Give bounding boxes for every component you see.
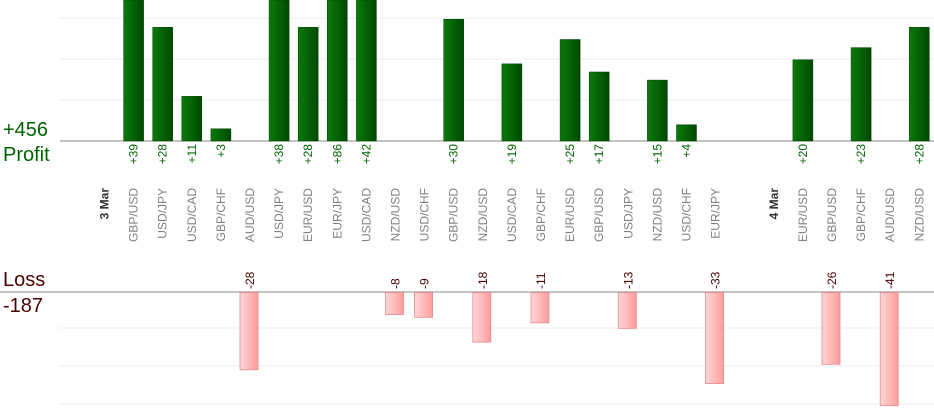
category-label: GBP/CHF: [534, 188, 548, 241]
category-label: NZD/USD: [650, 188, 664, 242]
category-label: EUR/USD: [796, 188, 810, 242]
profit-value-label: +15: [650, 144, 664, 165]
loss-value-label: -11: [534, 272, 548, 289]
profit-bar: [647, 79, 668, 142]
category-label: USD/JPY: [272, 188, 286, 239]
profit-value-label: +4: [680, 144, 694, 158]
profit-bar: [501, 63, 523, 142]
loss-value-label: -41: [883, 271, 897, 289]
profit-bar: [850, 47, 872, 142]
loss-bar: [239, 292, 259, 371]
category-label: GBP/USD: [127, 188, 141, 242]
profit-value-label: +30: [447, 144, 461, 165]
category-label: AUD/USD: [883, 188, 897, 242]
category-label: NZD/USD: [476, 188, 490, 242]
profit-bar: [559, 39, 581, 142]
profit-label: Profit: [3, 144, 50, 166]
loss-value-label: -33: [709, 271, 723, 289]
profit-bar: [676, 124, 697, 142]
loss-bar: [414, 292, 434, 318]
category-label: USD/JPY: [156, 188, 170, 239]
category-label: NZD/USD: [912, 188, 926, 242]
category-label: USD/JPY: [621, 188, 635, 239]
profit-bar: [909, 27, 930, 142]
profit-bar: [297, 27, 319, 142]
category-label: EUR/USD: [301, 188, 315, 242]
category-label: GBP/CHF: [214, 188, 228, 241]
category-label: USD/CAD: [185, 188, 199, 242]
loss-value-label: -18: [476, 271, 490, 289]
category-label: GBP/USD: [447, 188, 461, 242]
loss-bar: [530, 292, 550, 324]
category-label: GBP/USD: [825, 188, 839, 242]
category-label: USD/CHF: [680, 188, 694, 241]
profit-value-label: +38: [272, 144, 286, 165]
loss-bar: [821, 292, 841, 365]
profit-value-label: +42: [359, 144, 373, 165]
loss-total: -187: [3, 295, 44, 317]
profit-bar: [123, 0, 144, 142]
loss-label: Loss: [3, 269, 46, 291]
profit-value-label: +86: [330, 144, 344, 165]
loss-value-label: -8: [389, 278, 403, 289]
profit-value-label: +20: [796, 144, 810, 165]
loss-value-label: -26: [825, 271, 839, 289]
category-label: GBP/USD: [592, 188, 606, 242]
category-label: EUR/JPY: [330, 188, 344, 239]
profit-value-label: +17: [592, 144, 606, 165]
profit-bar: [792, 59, 814, 142]
profit-bar: [588, 71, 610, 142]
profit-value-label: +25: [563, 144, 577, 165]
profit-value-label: +23: [854, 144, 868, 165]
profit-value-label: +3: [214, 144, 228, 158]
category-label: GBP/CHF: [854, 188, 868, 241]
loss-bar: [879, 292, 899, 407]
profit-bar: [356, 0, 377, 142]
profit-value-label: +28: [301, 144, 315, 165]
loss-value-label: -13: [621, 271, 635, 289]
profit-value-label: +28: [912, 144, 926, 165]
profit-value-label: +19: [505, 144, 519, 165]
date-label: 3 Mar: [98, 188, 112, 220]
loss-value-label: -28: [243, 271, 257, 289]
profit-bar: [268, 0, 290, 142]
loss-value-label: -9: [418, 278, 432, 289]
profit-bar: [181, 96, 203, 142]
profit-value-label: +28: [156, 144, 170, 165]
loss-bar: [385, 292, 404, 315]
profit-total: +456: [3, 119, 49, 141]
loss-bar: [617, 292, 637, 329]
profit-value-label: +11: [185, 144, 199, 164]
profit-bar: [152, 27, 173, 142]
category-label: EUR/USD: [563, 188, 577, 242]
profit-value-label: +39: [127, 144, 141, 165]
profit-bar: [210, 128, 232, 142]
category-label: USD/CAD: [359, 188, 373, 242]
profit-bar: [443, 18, 464, 142]
loss-bar: [472, 292, 492, 343]
category-label: NZD/USD: [389, 188, 403, 242]
category-label: EUR/JPY: [709, 188, 723, 239]
profit-bar: [327, 0, 348, 142]
category-label: USD/CHF: [418, 188, 432, 241]
category-label: USD/CAD: [505, 188, 519, 242]
date-label: 4 Mar: [767, 188, 781, 220]
loss-bar: [705, 292, 724, 384]
category-label: AUD/USD: [243, 188, 257, 242]
